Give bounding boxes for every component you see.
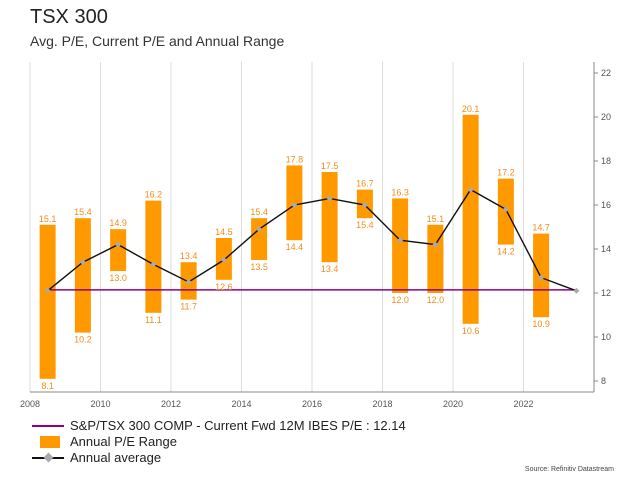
range-bar-10 bbox=[392, 198, 409, 293]
low-label-12: 10.6 bbox=[462, 326, 480, 336]
data-labels: 15.1 8.1 15.4 10.2 14.9 13.0 16.2 11.1 13.4 11.7 1… bbox=[39, 104, 550, 391]
high-label-5: 14.5 bbox=[215, 227, 233, 237]
low-label-0: 8.1 bbox=[41, 381, 54, 391]
high-label-12: 20.1 bbox=[462, 104, 480, 114]
high-label-3: 16.2 bbox=[145, 190, 163, 200]
average-marker-11 bbox=[432, 241, 439, 248]
gridlines bbox=[29, 62, 524, 392]
y-tick-16: 16 bbox=[601, 200, 611, 210]
low-label-2: 13.0 bbox=[109, 273, 127, 283]
high-label-0: 15.1 bbox=[39, 214, 57, 224]
orange-box-swatch-icon bbox=[40, 436, 60, 448]
high-label-7: 17.8 bbox=[286, 154, 304, 164]
x-tick-2012: 2012 bbox=[161, 399, 181, 409]
range-bar-8 bbox=[321, 172, 338, 263]
axes: 2008 2010 2012 2014 2016 2018 2020 202281012141… bbox=[20, 62, 611, 409]
line-marker-swatch-icon bbox=[32, 450, 64, 466]
high-label-4: 13.4 bbox=[180, 251, 198, 261]
legend-label-average: Annual average bbox=[70, 450, 162, 465]
legend: S&P/TSX 300 COMP - Current Fwd 12M IBES … bbox=[30, 418, 406, 466]
average-marker-10 bbox=[397, 237, 404, 244]
x-tick-2008: 2008 bbox=[20, 399, 40, 409]
low-label-11: 12.0 bbox=[427, 295, 445, 305]
average-marker-15 bbox=[573, 287, 580, 294]
low-label-5: 12.6 bbox=[215, 282, 233, 292]
legend-item-average: Annual average bbox=[30, 450, 406, 466]
low-label-7: 14.4 bbox=[286, 242, 304, 252]
high-label-6: 15.4 bbox=[250, 207, 268, 217]
average-marker-5 bbox=[220, 257, 227, 263]
average-marker-1 bbox=[79, 259, 86, 266]
y-tick-10: 10 bbox=[601, 332, 611, 342]
range-bar-1 bbox=[74, 218, 91, 333]
high-label-13: 17.2 bbox=[497, 168, 515, 178]
average-marker-0 bbox=[44, 287, 51, 294]
average-series bbox=[44, 186, 580, 294]
range-bars bbox=[39, 114, 550, 379]
y-tick-12: 12 bbox=[601, 288, 611, 298]
y-tick-20: 20 bbox=[601, 112, 611, 122]
average-marker-6 bbox=[256, 226, 263, 233]
range-bar-0 bbox=[39, 224, 56, 379]
low-label-10: 12.0 bbox=[391, 295, 409, 305]
legend-label-range: Annual P/E Range bbox=[70, 434, 177, 449]
chart-title: TSX 300 bbox=[30, 6, 108, 28]
low-label-4: 11.7 bbox=[180, 302, 197, 312]
low-label-3: 11.1 bbox=[145, 315, 162, 325]
range-bar-12 bbox=[462, 114, 479, 324]
legend-label-current: S&P/TSX 300 COMP - Current Fwd 12M IBES … bbox=[70, 418, 406, 433]
high-label-8: 17.5 bbox=[321, 161, 339, 171]
range-bar-3 bbox=[145, 200, 162, 313]
x-tick-2022: 2022 bbox=[513, 399, 533, 409]
y-tick-14: 14 bbox=[601, 244, 611, 254]
y-tick-18: 18 bbox=[601, 156, 611, 166]
average-marker-3 bbox=[150, 261, 157, 268]
high-label-1: 15.4 bbox=[74, 207, 92, 217]
high-label-14: 14.7 bbox=[532, 223, 550, 233]
x-tick-2018: 2018 bbox=[372, 399, 392, 409]
range-bar-11 bbox=[427, 224, 444, 293]
low-label-6: 13.5 bbox=[250, 262, 268, 272]
average-marker-7 bbox=[291, 202, 298, 208]
high-label-9: 16.7 bbox=[356, 179, 374, 189]
low-label-1: 10.2 bbox=[74, 335, 92, 345]
low-label-9: 15.4 bbox=[356, 220, 374, 230]
legend-item-current: S&P/TSX 300 COMP - Current Fwd 12M IBES … bbox=[30, 418, 406, 434]
average-marker-12 bbox=[467, 186, 474, 193]
high-label-2: 14.9 bbox=[109, 218, 127, 228]
x-tick-2014: 2014 bbox=[231, 399, 251, 409]
source-note: Source: Refinitiv Datastream bbox=[524, 466, 614, 473]
average-marker-8 bbox=[326, 195, 333, 202]
average-marker-9 bbox=[361, 202, 368, 208]
x-tick-2020: 2020 bbox=[443, 399, 463, 409]
purple-line-swatch-icon bbox=[32, 418, 64, 434]
average-marker-13 bbox=[502, 206, 509, 213]
legend-item-range: Annual P/E Range bbox=[30, 434, 406, 450]
high-label-11: 15.1 bbox=[427, 214, 445, 224]
x-tick-2010: 2010 bbox=[90, 399, 110, 409]
y-tick-8: 8 bbox=[601, 376, 606, 386]
x-tick-2016: 2016 bbox=[302, 399, 322, 409]
low-label-13: 14.2 bbox=[497, 247, 515, 257]
high-label-10: 16.3 bbox=[391, 187, 409, 197]
average-marker-14 bbox=[538, 274, 545, 281]
chart-subtitle: Avg. P/E, Current P/E and Annual Range bbox=[30, 33, 285, 49]
average-marker-4 bbox=[185, 279, 192, 285]
average-marker-2 bbox=[115, 241, 122, 248]
low-label-14: 10.9 bbox=[532, 319, 550, 329]
low-label-8: 13.4 bbox=[321, 264, 339, 274]
range-bar-6 bbox=[251, 218, 268, 260]
y-tick-22: 22 bbox=[601, 68, 611, 78]
range-bar-2 bbox=[110, 229, 127, 271]
average-line bbox=[47, 188, 577, 292]
